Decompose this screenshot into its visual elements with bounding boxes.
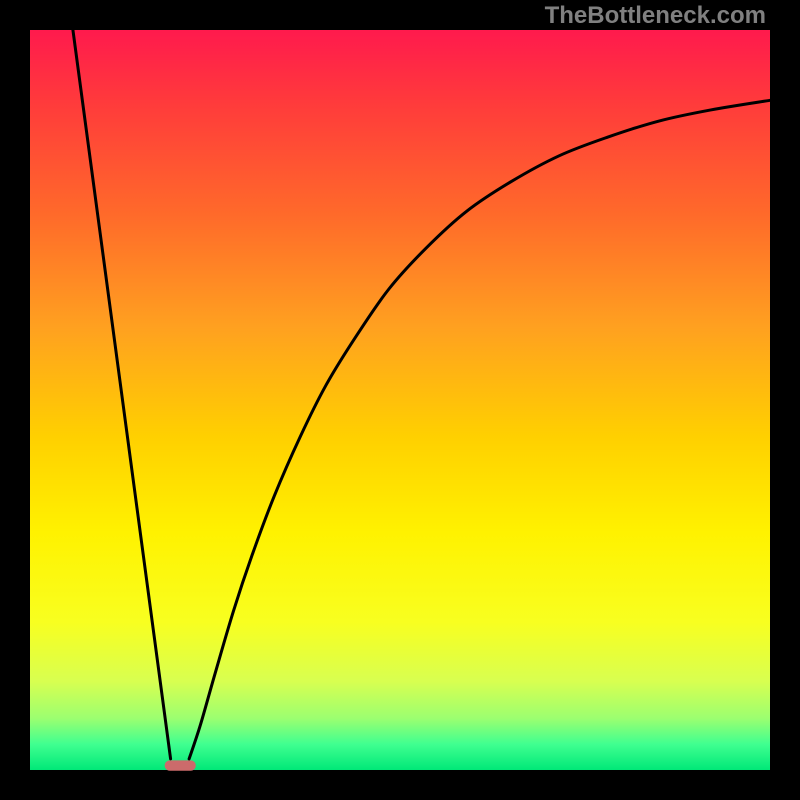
frame-edge (770, 0, 800, 800)
frame-edge (0, 0, 30, 800)
plot-background (30, 30, 770, 770)
frame-edge (0, 770, 800, 800)
bottleneck-chart (0, 0, 800, 800)
watermark-text: TheBottleneck.com (545, 2, 766, 30)
bottleneck-marker (165, 760, 196, 770)
chart-container: TheBottleneck.com (0, 0, 800, 800)
